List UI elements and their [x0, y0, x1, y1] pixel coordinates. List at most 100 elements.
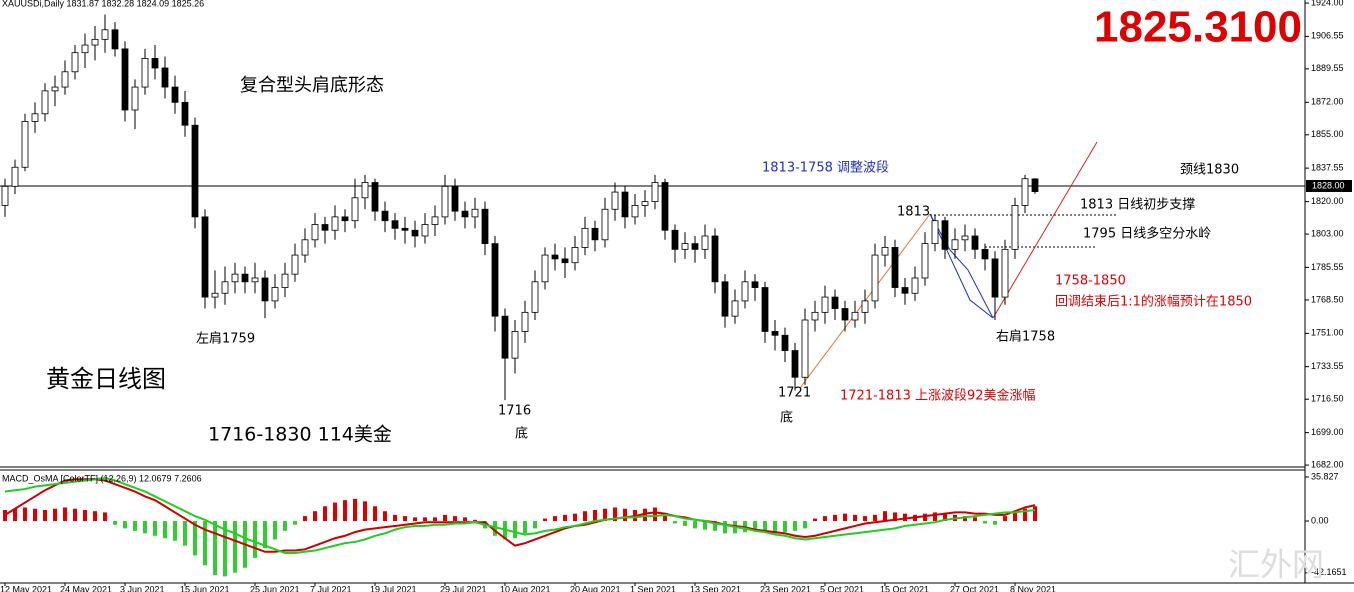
histogram-bar	[233, 521, 237, 573]
histogram-bar	[283, 521, 287, 531]
candle-body	[311, 224, 319, 241]
candle-body	[111, 29, 119, 50]
x-tick-label: 7 Jul 2021	[310, 584, 352, 592]
histogram-bar	[623, 508, 627, 522]
histogram-bar	[93, 511, 97, 522]
histogram-bar	[123, 521, 127, 529]
histogram-bar	[533, 521, 537, 529]
candle-body	[261, 277, 269, 302]
histogram-bar	[943, 513, 947, 522]
histogram-bar	[173, 521, 177, 541]
x-tick-label: 5 Oct 2021	[820, 584, 864, 592]
candle-body	[751, 281, 759, 288]
annotation: 1721-1813 上涨波段92美金涨幅	[840, 388, 1036, 404]
annotation: 1813 日线初步支撑	[1080, 198, 1195, 213]
candle-body	[731, 300, 739, 317]
annotation: 黄金日线图	[46, 365, 166, 393]
candle-body	[531, 281, 539, 313]
histogram-bar	[513, 521, 517, 539]
histogram-bar	[753, 521, 757, 531]
candle-body	[641, 201, 649, 206]
annotation: 1813	[897, 205, 930, 220]
histogram-bar	[273, 521, 277, 540]
annotation: 1813-1758 调整波段	[762, 161, 889, 176]
candle-body	[61, 71, 69, 88]
macd-line	[4, 478, 1036, 553]
candle-body	[251, 277, 259, 283]
candle-body	[801, 319, 809, 378]
y-tick-label: 1716.50	[1311, 394, 1344, 404]
histogram-bar	[73, 508, 77, 522]
candle-body	[521, 311, 529, 332]
candle-body	[331, 216, 339, 231]
candle-body	[721, 281, 729, 317]
macd-title: MACD_OsMA [ColorTF] (12,26,9) 12.0679 7.…	[2, 473, 202, 483]
histogram-bar	[253, 521, 257, 558]
candle-body	[701, 235, 709, 250]
histogram-bar	[13, 508, 17, 522]
candle-body	[181, 101, 189, 126]
candle-body	[821, 296, 829, 313]
histogram-bar	[683, 521, 687, 526]
y-tick-label: 1682.00	[1311, 459, 1344, 469]
histogram-bar	[713, 521, 717, 531]
candle-body	[31, 113, 39, 122]
candle-body	[881, 247, 889, 256]
histogram-bar	[863, 516, 867, 522]
histogram-bar	[903, 513, 907, 522]
candle-body	[581, 227, 589, 248]
candle-body	[921, 243, 929, 279]
histogram-bar	[843, 513, 847, 522]
candle-body	[301, 239, 309, 256]
annotation: 右肩1758	[996, 329, 1055, 345]
candle-body	[561, 258, 569, 264]
histogram-bar	[613, 507, 617, 522]
histogram-bar	[193, 521, 197, 556]
x-tick-label: 24 May 2021	[60, 584, 112, 592]
candle-body	[411, 229, 419, 237]
histogram-bar	[23, 507, 27, 522]
y-tick-label: 1751.00	[1311, 328, 1344, 338]
histogram-bar	[113, 521, 117, 525]
x-tick-label: 20 Aug 2021	[570, 584, 621, 592]
x-tick-label: 13 Sep 2021	[690, 584, 741, 592]
y-tick-label: 0.00	[1311, 515, 1329, 525]
candle-body	[491, 243, 499, 317]
candle-body	[1, 185, 9, 206]
histogram-bar	[963, 516, 967, 522]
histogram-bar	[373, 506, 377, 522]
candle-body	[591, 227, 599, 241]
macd-line	[4, 476, 1036, 554]
histogram-bar	[303, 516, 307, 522]
histogram-bar	[433, 517, 437, 522]
x-tick-label: 27 Oct 2021	[950, 584, 999, 592]
projection-line	[992, 141, 1098, 319]
x-tick-label: 3 Jun 2021	[120, 584, 165, 592]
candle-body	[241, 273, 249, 283]
histogram-bar	[343, 500, 347, 522]
candle-body	[901, 287, 909, 294]
candle-body	[671, 229, 679, 250]
histogram-bar	[543, 518, 547, 522]
candle-body	[231, 273, 239, 283]
histogram-bar	[993, 521, 997, 525]
y-tick-label: 1906.55	[1311, 31, 1344, 41]
candle-body	[931, 220, 939, 245]
candle-body	[851, 311, 859, 321]
histogram-bar	[153, 521, 157, 536]
candle-body	[221, 281, 229, 294]
candle-body	[431, 216, 439, 225]
candle-body	[51, 86, 59, 92]
annotation: 回调结束后1:1的涨幅预计在1850	[1055, 294, 1252, 310]
candle-body	[551, 254, 559, 260]
candle-body	[341, 216, 349, 222]
price-tag-box	[1306, 180, 1352, 192]
candle-body	[741, 281, 749, 302]
histogram-bar	[723, 521, 727, 534]
y-tick-label: 1924.00	[1311, 0, 1344, 7]
annotation: 颈线1830	[1180, 163, 1239, 178]
histogram-bar	[43, 509, 47, 522]
histogram-bar	[673, 521, 677, 524]
histogram-bar	[3, 509, 7, 522]
histogram-bar	[1023, 508, 1027, 522]
